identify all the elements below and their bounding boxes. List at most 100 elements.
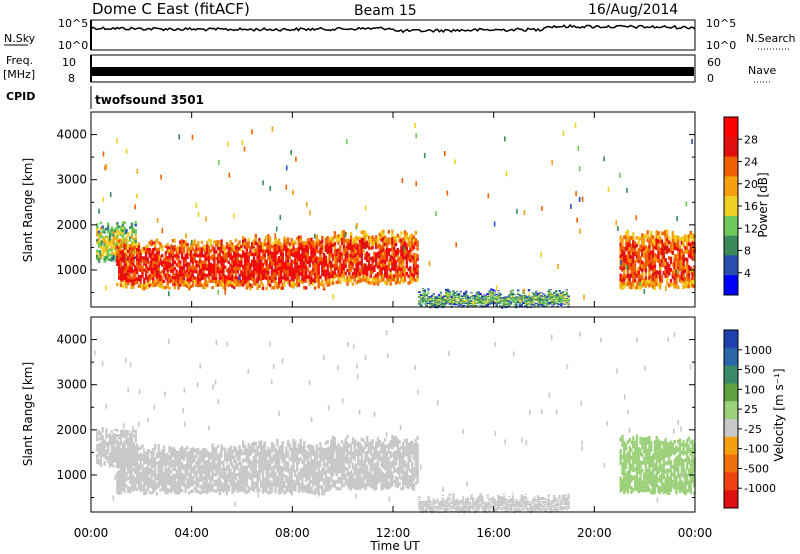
power-cell <box>556 297 559 299</box>
power-cell <box>127 254 130 257</box>
power-cell <box>134 275 137 279</box>
power-cell <box>479 300 482 302</box>
power-cell <box>127 269 130 273</box>
velocity-cell <box>258 488 261 492</box>
velocity-cell <box>234 476 238 480</box>
velocity-cell <box>139 462 142 466</box>
power-colorbar-swatch <box>724 235 738 256</box>
power-cell <box>157 264 160 268</box>
power-cell <box>495 297 498 299</box>
velocity-cell <box>191 456 195 461</box>
power-cell <box>553 301 556 303</box>
velocity-cell <box>175 469 178 473</box>
power-colorbar-tick-label: 24 <box>744 156 758 169</box>
velocity-cell <box>153 443 157 448</box>
power-cell <box>436 304 439 306</box>
power-cell <box>267 241 270 246</box>
power-cell <box>310 252 313 256</box>
power-cell <box>639 274 642 279</box>
power-sparse-cell <box>195 203 198 208</box>
power-cell <box>96 254 99 258</box>
power-cell <box>522 299 525 301</box>
velocity-cell <box>242 465 245 470</box>
power-cell <box>141 259 144 263</box>
power-cell <box>256 269 259 274</box>
power-cell <box>225 269 229 273</box>
power-cell <box>687 234 691 239</box>
power-cell <box>216 263 220 267</box>
power-cell <box>366 272 369 277</box>
velocity-cell <box>211 467 214 471</box>
power-cell <box>188 271 191 275</box>
power-cell <box>150 253 153 257</box>
power-cell <box>236 269 239 274</box>
power-cell <box>421 300 425 302</box>
power-cell <box>335 259 338 264</box>
power-cell <box>479 297 482 299</box>
power-cell <box>542 303 545 305</box>
power-cell <box>118 233 121 236</box>
power-cell <box>123 237 126 241</box>
velocity-cell <box>207 458 211 462</box>
power-cell <box>642 282 646 287</box>
power-cell <box>499 300 502 302</box>
velocity-cell <box>135 480 139 485</box>
velocity-cell <box>231 490 234 494</box>
power-cell <box>137 265 141 269</box>
velocity-cell <box>127 445 130 449</box>
power-cell <box>693 234 696 239</box>
velocity-cell <box>118 453 121 456</box>
power-cell <box>437 301 441 303</box>
power-cell <box>477 300 480 302</box>
power-cell <box>466 295 470 297</box>
power-cell <box>403 241 407 245</box>
power-cell <box>455 301 459 303</box>
power-cell <box>364 263 367 268</box>
power-cell <box>659 247 662 252</box>
power-cell <box>472 302 475 304</box>
power-cell <box>204 286 207 290</box>
power-cell <box>499 302 502 304</box>
power-cell <box>407 257 410 261</box>
velocity-cell <box>256 452 259 457</box>
velocity-cell <box>125 484 128 488</box>
power-cell <box>441 300 444 302</box>
power-cell <box>195 243 198 248</box>
velocity-cell <box>198 466 202 470</box>
power-cell <box>249 263 252 267</box>
power-sparse-cell <box>607 187 610 192</box>
power-cell <box>121 245 125 249</box>
velocity-cell <box>231 471 234 475</box>
power-cell <box>680 248 683 253</box>
power-cell <box>556 305 559 307</box>
power-cell <box>693 241 696 246</box>
power-cell <box>118 249 121 253</box>
power-cell <box>481 302 484 304</box>
power-cell <box>554 294 558 296</box>
power-cell <box>475 297 479 298</box>
power-sparse-cell <box>218 159 220 165</box>
power-heatmap <box>96 122 696 309</box>
power-cell <box>99 232 103 236</box>
velocity-cell <box>200 477 204 482</box>
power-cell <box>686 234 689 239</box>
freq-tick-top: 10 <box>62 56 76 69</box>
velocity-cell <box>204 460 207 465</box>
power-cell <box>562 294 565 296</box>
power-cell <box>254 259 257 264</box>
power-cell <box>391 244 394 249</box>
power-cell <box>299 279 302 283</box>
power-colorbar-swatch <box>724 196 738 217</box>
power-sparse-cell <box>415 181 417 187</box>
velocity-cell <box>197 451 200 455</box>
power-cell <box>191 254 195 258</box>
power-cell <box>668 283 671 288</box>
power-y-tick-label: 2000 <box>56 218 87 232</box>
power-cell <box>319 275 322 279</box>
power-cell <box>279 273 283 277</box>
power-cell <box>623 254 626 259</box>
power-cell <box>143 259 146 263</box>
power-cell <box>229 273 232 277</box>
power-cell <box>222 266 225 271</box>
velocity-cell <box>118 465 121 469</box>
